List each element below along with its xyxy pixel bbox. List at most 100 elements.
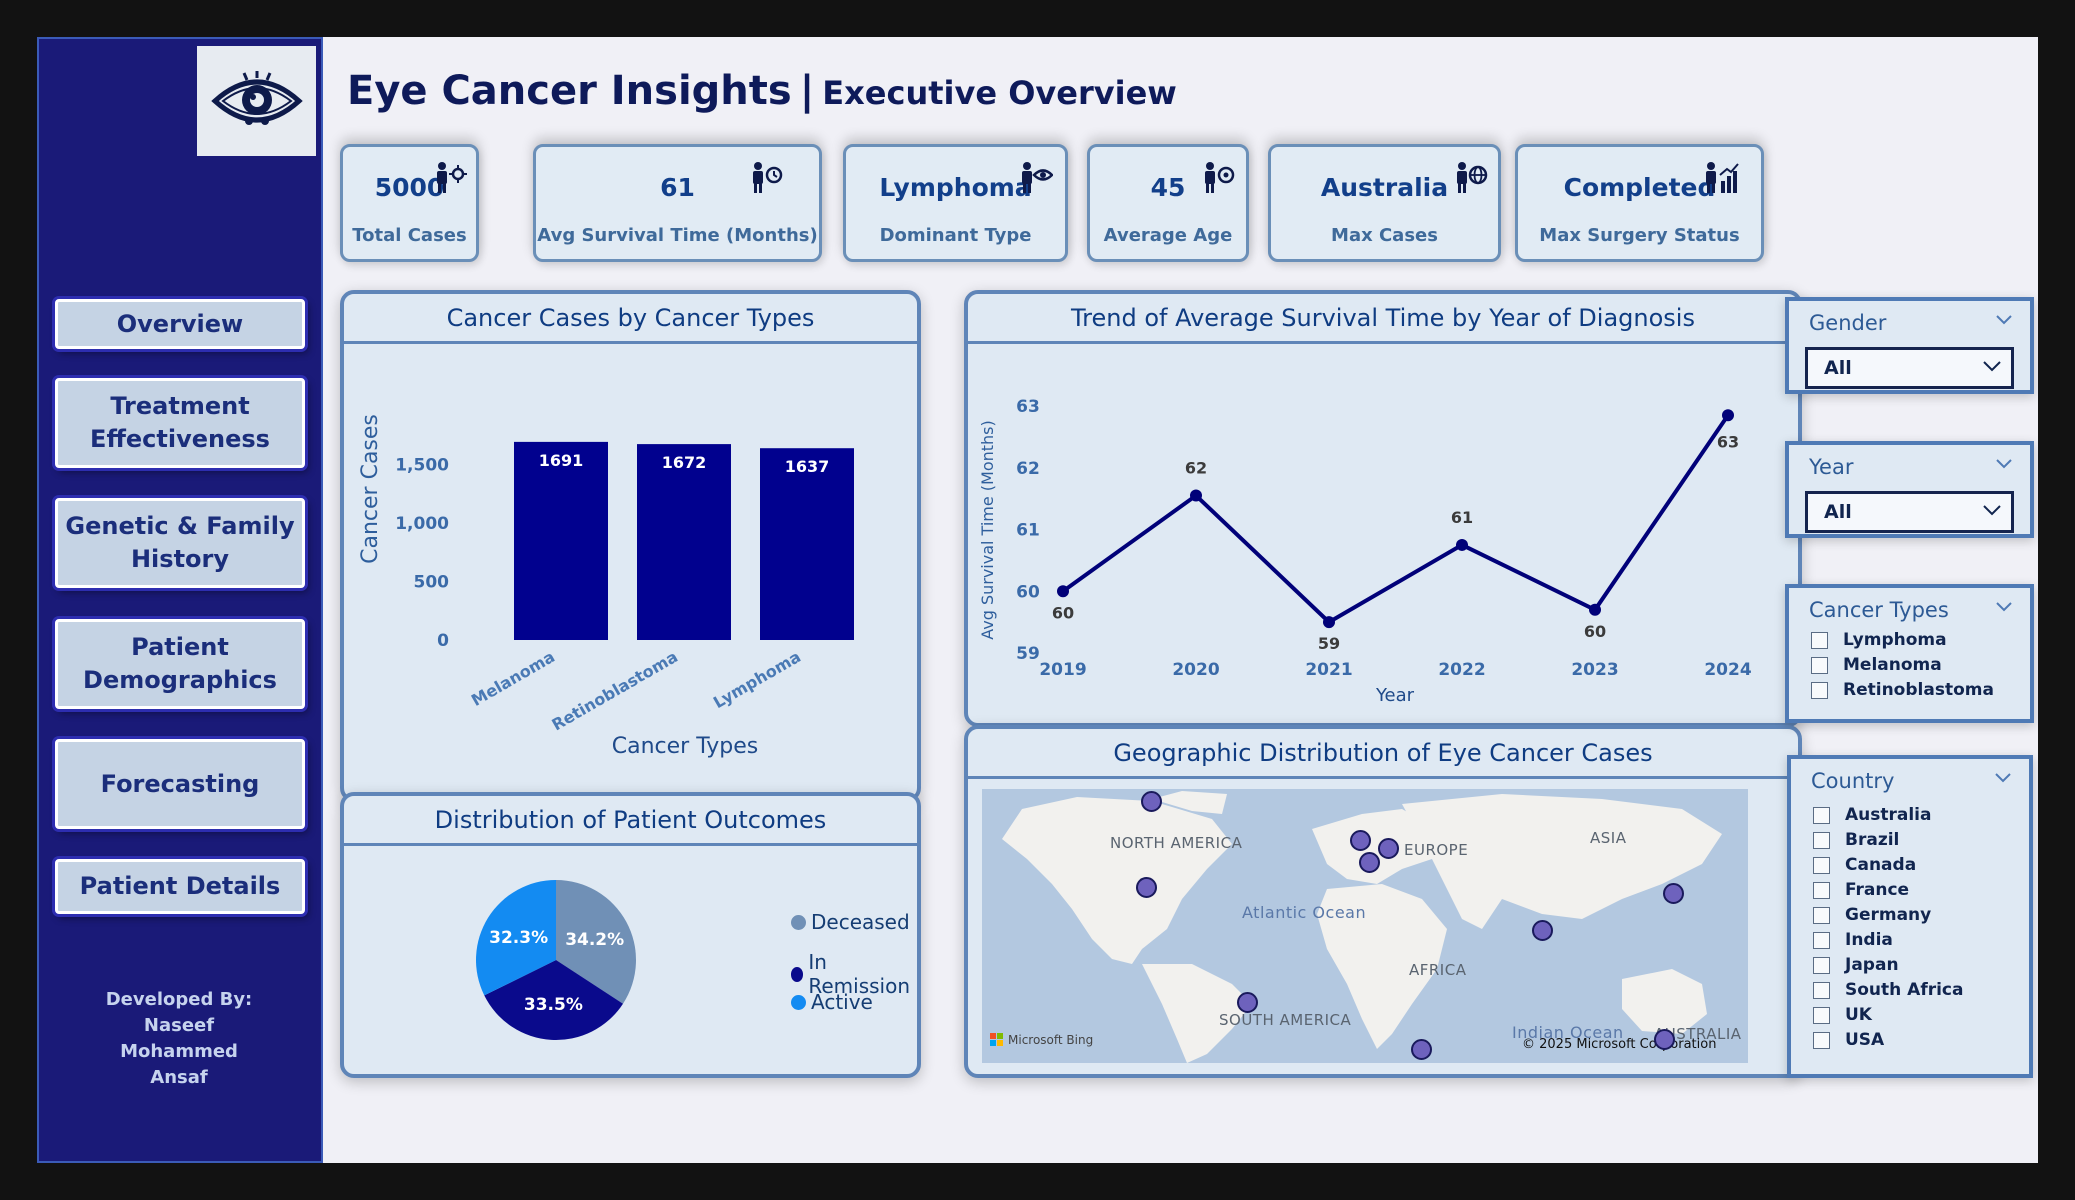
year-dropdown[interactable]: All [1805,491,2014,533]
dashboard-frame: Overview Treatment Effectiveness Genetic… [37,37,2038,1163]
cancer-types-slicer: Cancer Types Lymphoma Melanoma Retinobla… [1785,584,2034,723]
world-map[interactable]: NORTH AMERICA EUROPE ASIA Atlantic Ocean… [982,789,1748,1063]
map-point-usa[interactable] [1136,877,1157,898]
option-canada[interactable]: Canada [1813,853,1916,877]
nav-treatment-effectiveness-button[interactable]: Treatment Effectiveness [55,378,305,468]
option-melanoma[interactable]: Melanoma [1811,653,1942,677]
sidebar: Overview Treatment Effectiveness Genetic… [37,37,323,1163]
checkbox[interactable] [1813,831,1830,849]
option-brazil[interactable]: Brazil [1813,828,1899,852]
map-point-canada[interactable] [1141,791,1162,812]
kpi-total-cases: 5000 Total Cases [340,144,479,262]
kpi-value: Australia [1320,173,1449,202]
checkbox[interactable] [1811,681,1828,699]
checkbox[interactable] [1811,631,1828,649]
option-south-africa[interactable]: South Africa [1813,978,1964,1002]
checkbox[interactable] [1813,906,1830,924]
kpi-label: Dominant Type [879,225,1032,246]
option-label: France [1845,880,1910,900]
bar-data-label: 1672 [662,453,707,472]
nav-overview-button[interactable]: Overview [55,299,305,349]
x-tick-label: Melanoma [468,647,558,710]
map-point-brazil[interactable] [1237,992,1258,1013]
map-label-europe: EUROPE [1404,841,1469,859]
nav-patient-demographics-button[interactable]: Patient Demographics [55,619,305,709]
map-point-france[interactable] [1359,852,1380,873]
line-chart-panel: Trend of Average Survival Time by Year o… [964,290,1802,727]
kpi-dominant-type: Lymphoma Dominant Type [843,144,1068,262]
bar [760,448,854,640]
option-australia[interactable]: Australia [1813,803,1932,827]
kpi-label: Max Cases [1331,225,1438,246]
bar-data-label: 1637 [785,457,830,476]
option-japan[interactable]: Japan [1813,953,1899,977]
map-label-atlantic-ocean: Atlantic Ocean [1242,903,1367,922]
map-point-south-africa[interactable] [1411,1039,1432,1060]
nav-genetic-family-history-button[interactable]: Genetic & Family History [55,498,305,588]
checkbox[interactable] [1813,856,1830,874]
checkbox[interactable] [1813,881,1830,899]
x-tick-label: 2021 [1305,660,1352,680]
title-subtitle: Executive Overview [822,74,1177,112]
legend-item-active[interactable]: Active [791,990,873,1014]
y-tick-label: 61 [1016,521,1040,541]
chevron-down-icon[interactable] [1995,773,2011,783]
chevron-down-icon[interactable] [1996,315,2012,325]
nav-forecasting-button[interactable]: Forecasting [55,739,305,829]
map-label-africa: AFRICA [1409,961,1467,979]
checkbox[interactable] [1813,981,1830,999]
option-india[interactable]: India [1813,928,1893,952]
legend-label: Deceased [811,910,910,934]
kpi-label: Average Age [1103,225,1233,246]
bar-data-label: 1691 [539,451,584,470]
option-label: Lymphoma [1843,630,1947,650]
chevron-down-icon[interactable] [1996,602,2012,612]
legend-item-in-remission[interactable]: In Remission [791,950,913,998]
option-lymphoma[interactable]: Lymphoma [1811,628,1947,652]
option-usa[interactable]: USA [1813,1028,1884,1052]
slice-label: 32.3% [489,928,548,948]
person-globe-icon [1457,162,1488,193]
option-label: UK [1845,1005,1872,1025]
kpi-label: Total Cases [352,225,467,246]
y-tick-label: 1,000 [395,514,449,534]
gender-dropdown[interactable]: All [1805,347,2014,389]
map-point-germany[interactable] [1378,838,1399,859]
legend-dot [791,994,806,1010]
legend-dot [791,966,804,982]
checkbox[interactable] [1813,806,1830,824]
data-label: 61 [1451,508,1473,527]
line-chart-title: Trend of Average Survival Time by Year o… [968,294,1798,344]
option-label: Germany [1845,905,1932,925]
checkbox[interactable] [1811,656,1828,674]
checkbox[interactable] [1813,1006,1830,1024]
map-point-india[interactable] [1532,920,1553,941]
checkbox[interactable] [1813,1031,1830,1049]
legend-item-deceased[interactable]: Deceased [791,910,910,934]
legend-label: Active [811,990,873,1014]
y-tick-label: 63 [1016,397,1040,417]
map-point-japan[interactable] [1663,883,1684,904]
data-label: 63 [1717,432,1739,451]
map-point-uk[interactable] [1350,830,1371,851]
x-tick-label: 2020 [1172,660,1219,680]
bar-chart-title: Cancer Cases by Cancer Types [344,294,917,344]
option-germany[interactable]: Germany [1813,903,1931,927]
kpi-max-surgery-status: Completed Max Surgery Status [1515,144,1764,262]
nav-patient-details-button[interactable]: Patient Details [55,859,305,914]
chevron-down-icon[interactable] [1996,459,2012,469]
data-point [1323,616,1335,629]
kpi-label: Avg Survival Time (Months) [537,225,818,246]
map-point-australia[interactable] [1654,1029,1675,1050]
checkbox[interactable] [1813,956,1830,974]
legend-dot [791,914,806,930]
kpi-value: 61 [660,173,695,202]
option-uk[interactable]: UK [1813,1003,1872,1027]
option-france[interactable]: France [1813,878,1909,902]
developer-credit: Developed By: Naseef Mohammed Ansaf [105,989,253,1088]
checkbox[interactable] [1813,931,1830,949]
map-panel: Geographic Distribution of Eye Cancer Ca… [964,725,1802,1078]
option-retinoblastoma[interactable]: Retinoblastoma [1811,678,1994,702]
option-label: Japan [1845,955,1899,975]
data-label: 60 [1584,622,1606,641]
